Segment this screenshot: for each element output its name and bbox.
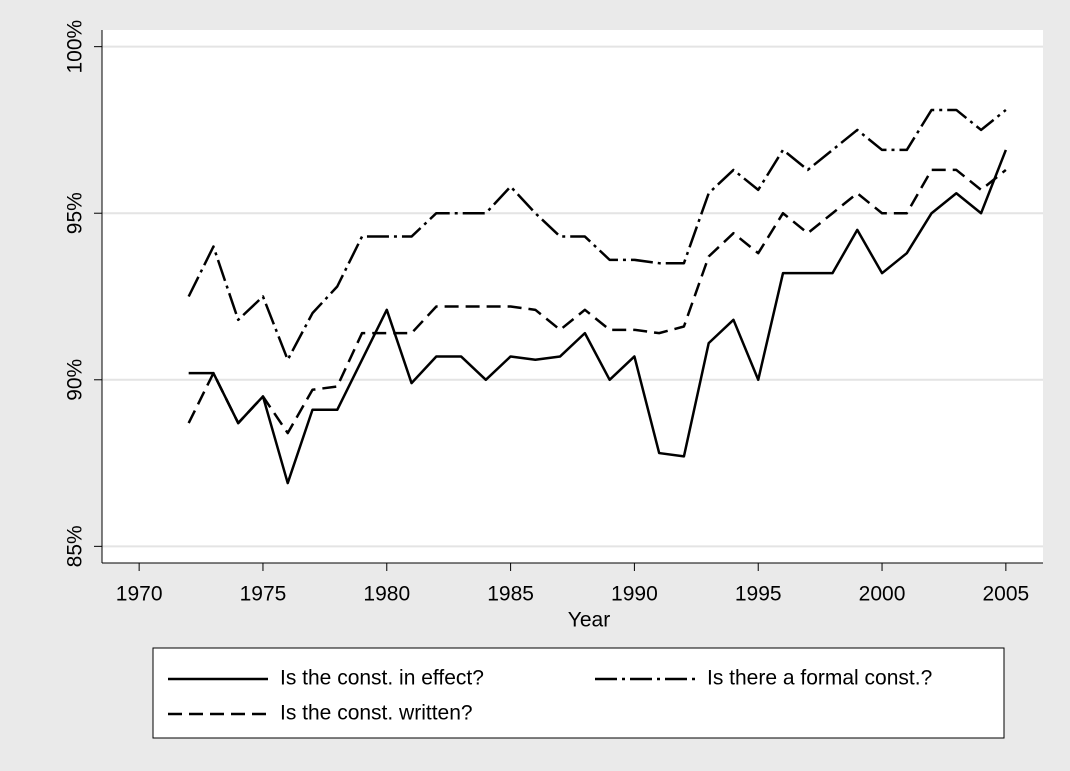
plot-area — [102, 30, 1043, 563]
x-tick-label: 1985 — [487, 583, 534, 606]
x-tick-label: 1990 — [611, 583, 658, 606]
series-line — [187, 108, 1007, 362]
series-line — [187, 168, 1007, 435]
x-tick-label: 1975 — [240, 583, 287, 606]
x-axis-title: Year — [568, 609, 610, 632]
series-line — [188, 149, 1008, 485]
y-tick-label: 100% — [64, 20, 87, 74]
legend-label: Is there a formal const.? — [707, 667, 932, 690]
legend — [152, 647, 1005, 739]
y-tick-label: 95% — [64, 192, 87, 234]
x-tick-label: 2005 — [982, 583, 1029, 606]
x-tick-label: 2000 — [859, 583, 906, 606]
x-tick-label: 1970 — [116, 583, 163, 606]
y-tick-label: 85% — [64, 525, 87, 567]
x-tick-label: 1995 — [735, 583, 782, 606]
legend-label: Is the const. in effect? — [280, 667, 484, 690]
x-tick-label: 1980 — [363, 583, 410, 606]
y-tick-label: 90% — [64, 359, 87, 401]
legend-label: Is the const. written? — [280, 702, 473, 725]
